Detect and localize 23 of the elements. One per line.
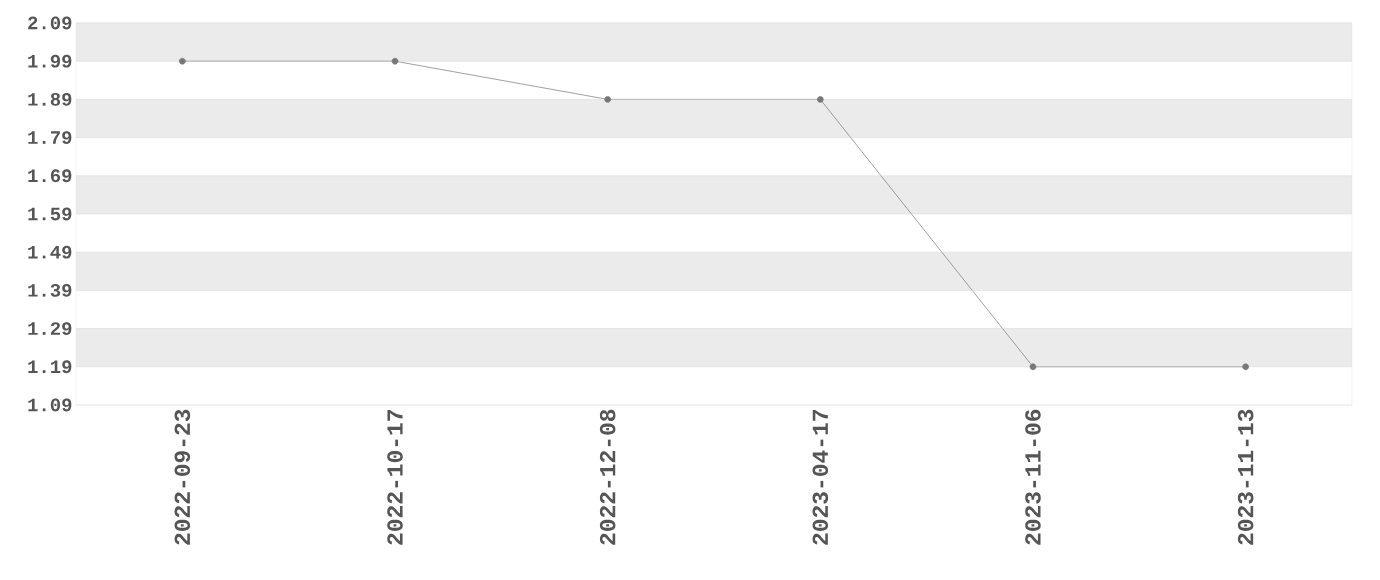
y-tick-label: 1.19 [28, 360, 72, 374]
x-tick-label: 2022-12-08 [599, 409, 616, 545]
y-tick-label: 1.59 [28, 207, 72, 221]
point [391, 57, 399, 65]
y-tick-label: 1.69 [28, 169, 72, 183]
x-tick-label: 2022-10-17 [387, 410, 403, 545]
x-tick-label: 2023-11-06 [1025, 409, 1041, 545]
y-tick-label: 1.99 [28, 54, 72, 68]
y-tick-label: 1.29 [28, 322, 72, 336]
point [604, 96, 611, 103]
point [816, 96, 824, 103]
y-tick-label: 1.09 [28, 398, 72, 412]
point [179, 57, 186, 65]
x-tick-label: 2022-09-23 [174, 409, 191, 545]
y-tick-label: 1.39 [28, 283, 72, 297]
x-tick-label: 2023-11-13 [1237, 409, 1254, 545]
y-tick-label: 1.49 [28, 245, 72, 259]
point [1242, 363, 1249, 371]
x-tick-label: 2023-04-17 [812, 410, 829, 545]
y-tick-label: 1.79 [28, 131, 72, 145]
y-tick-label: 1.89 [28, 92, 72, 106]
y-tick-label: 2.09 [28, 16, 72, 30]
point [1029, 363, 1037, 371]
